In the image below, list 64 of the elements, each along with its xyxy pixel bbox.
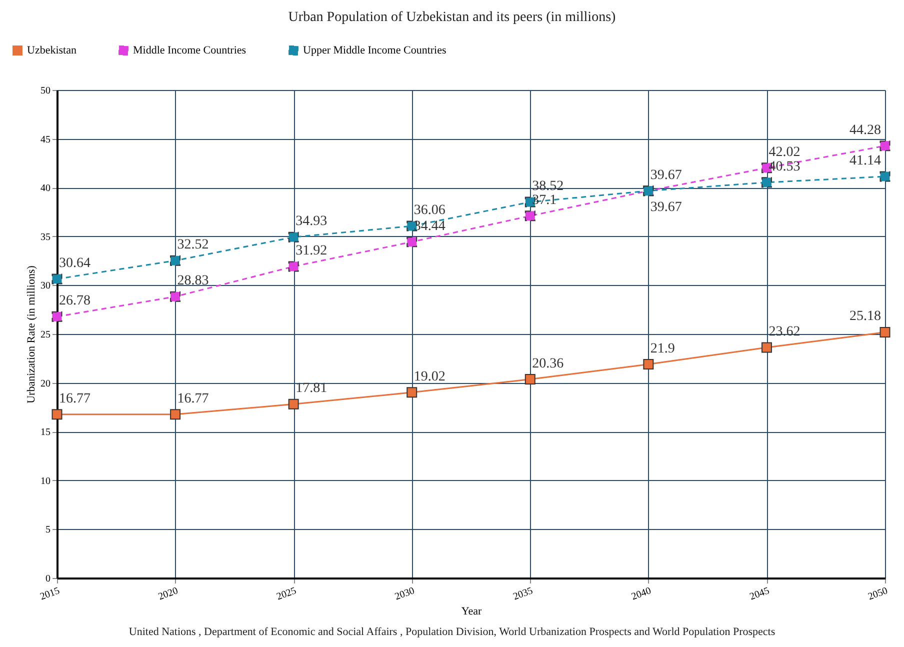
data-label: 26.78 bbox=[59, 294, 90, 309]
y-tick-label: 45 bbox=[40, 134, 50, 146]
y-tick-label: 40 bbox=[40, 183, 50, 194]
data-label: 21.9 bbox=[650, 341, 675, 356]
y-tick-label: 10 bbox=[40, 476, 50, 487]
data-label: 32.52 bbox=[177, 238, 209, 253]
data-label: 42.02 bbox=[768, 144, 800, 160]
point bbox=[880, 140, 890, 152]
point bbox=[406, 387, 418, 398]
data-label: 30.64 bbox=[59, 256, 90, 271]
y-tick-label: 25 bbox=[40, 330, 50, 340]
data-label: 39.67 bbox=[650, 168, 682, 183]
y-tick-label: 15 bbox=[40, 427, 50, 438]
data-label: 39.67 bbox=[650, 200, 682, 215]
point bbox=[406, 236, 418, 248]
y-tick-label: 0 bbox=[46, 574, 50, 584]
y-tick-label: 30 bbox=[40, 280, 50, 292]
y-tick-label: 20 bbox=[40, 378, 50, 390]
point bbox=[52, 311, 62, 322]
data-label: 16.77 bbox=[177, 391, 209, 406]
data-label: 20.36 bbox=[532, 356, 564, 372]
point bbox=[288, 398, 299, 410]
data-label: 16.77 bbox=[59, 391, 90, 406]
text: United Nations , Department of Economic and Social Affairs , Population Division, World Urbanization Prospects and World Population Prospects bbox=[128, 626, 776, 638]
data-label: 19.02 bbox=[414, 369, 446, 384]
legend-label: Uzbekistan bbox=[27, 44, 77, 57]
data-label: 36.06 bbox=[414, 203, 446, 218]
point bbox=[170, 409, 181, 420]
point bbox=[524, 210, 536, 222]
point bbox=[288, 232, 299, 242]
x-tick-label: 2030 bbox=[394, 586, 416, 603]
chart-title: Urban Population of Uzbekistan and its peers (in millions) bbox=[287, 10, 617, 26]
y-tick-label: 50 bbox=[40, 86, 50, 96]
data-label: 25.18 bbox=[850, 309, 881, 324]
point bbox=[643, 359, 654, 370]
y-tick-label: 5 bbox=[46, 524, 50, 536]
x-tick-label: 2045 bbox=[748, 586, 771, 603]
data-label: 17.81 bbox=[296, 381, 328, 396]
point bbox=[761, 177, 772, 188]
point bbox=[880, 327, 890, 338]
x-tick-label: 2035 bbox=[512, 586, 534, 603]
x-tick-label: 2050 bbox=[866, 586, 890, 603]
point bbox=[52, 409, 62, 420]
data-label: 44.28 bbox=[850, 122, 881, 138]
point bbox=[170, 255, 181, 266]
data-label: 28.83 bbox=[177, 274, 209, 289]
point bbox=[288, 261, 299, 272]
x-tick-label: 2015 bbox=[38, 586, 62, 603]
legend-label: Upper Middle Income Countries bbox=[303, 44, 446, 57]
point bbox=[880, 171, 890, 182]
data-label: 41.14 bbox=[850, 153, 881, 168]
data-label: 31.92 bbox=[296, 243, 328, 258]
x-tick-label: 2025 bbox=[275, 586, 298, 603]
y-axis-title: Urbanization Rate (in millions) bbox=[26, 265, 38, 404]
x-axis-title: Year bbox=[461, 606, 482, 618]
x-tick-label: 2020 bbox=[156, 586, 180, 603]
x-tick-label: 2040 bbox=[630, 586, 653, 603]
point bbox=[52, 274, 62, 284]
point bbox=[170, 291, 181, 302]
point bbox=[524, 374, 536, 385]
legend-label: Middle Income Countries bbox=[133, 44, 246, 57]
data-label: 34.93 bbox=[296, 214, 328, 230]
point bbox=[761, 342, 772, 353]
y-tick-label: 35 bbox=[40, 232, 50, 243]
